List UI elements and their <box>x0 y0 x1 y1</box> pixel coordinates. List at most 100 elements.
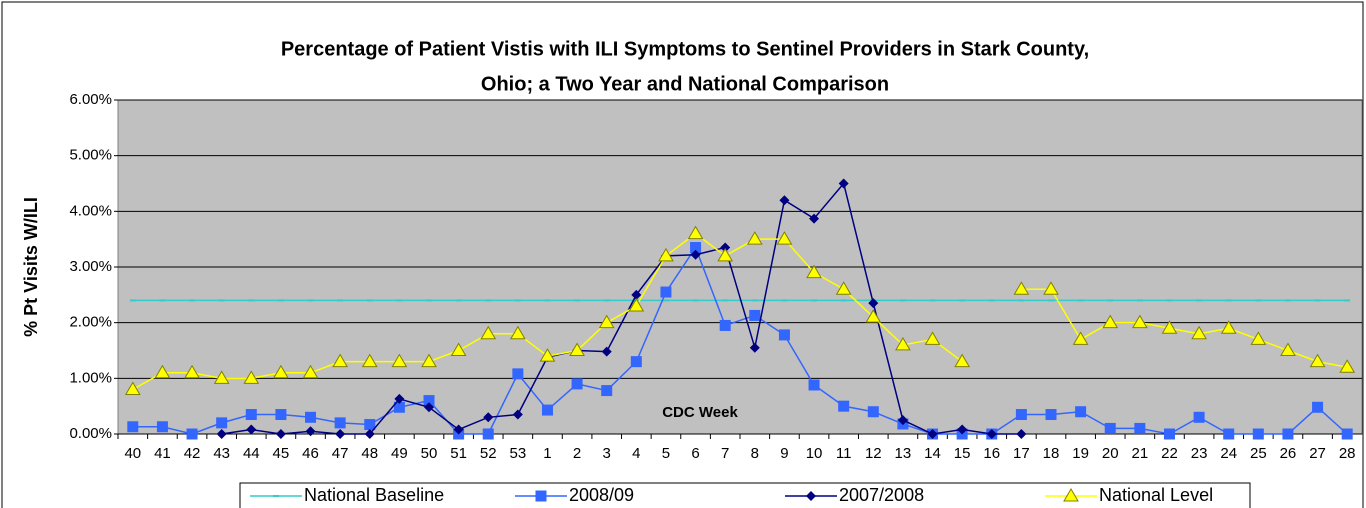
marker <box>480 325 497 340</box>
marker <box>127 421 139 433</box>
marker <box>1013 281 1030 295</box>
marker <box>749 309 761 321</box>
marker <box>690 249 701 260</box>
x-tick-label: 26 <box>1280 445 1297 462</box>
marker <box>512 368 524 380</box>
chart-title: Ohio; a Two Year and National Comparison <box>481 73 889 95</box>
marker <box>1220 320 1237 334</box>
marker <box>806 264 822 279</box>
marker <box>483 412 494 423</box>
x-tick-label: 48 <box>361 445 378 462</box>
marker <box>628 297 645 312</box>
marker <box>631 289 642 300</box>
y-tick-label: 0.00% <box>69 425 112 442</box>
marker <box>601 385 613 397</box>
x-tick-label: 41 <box>154 445 171 462</box>
marker <box>1252 428 1264 440</box>
x-tick-label: 40 <box>124 445 141 462</box>
marker <box>749 342 760 353</box>
x-tick-label: 44 <box>243 445 260 462</box>
marker <box>154 364 171 379</box>
marker <box>1312 401 1324 413</box>
marker <box>424 402 434 413</box>
marker <box>954 353 971 368</box>
marker <box>1045 409 1057 421</box>
marker <box>1075 406 1087 418</box>
x-tick-label: 27 <box>1309 445 1326 462</box>
marker <box>184 364 200 379</box>
series-line <box>221 181 1022 435</box>
marker <box>835 281 852 295</box>
y-tick-label: 3.00% <box>69 258 112 275</box>
marker <box>867 406 879 418</box>
marker <box>124 381 141 395</box>
legend-label: 2008/09 <box>569 485 634 505</box>
marker <box>719 319 731 331</box>
marker <box>186 428 198 440</box>
marker <box>720 242 731 253</box>
marker <box>868 298 879 309</box>
x-tick-label: 21 <box>1132 445 1149 462</box>
marker <box>571 378 583 390</box>
marker <box>897 415 908 426</box>
x-tick-label: 15 <box>954 445 971 462</box>
x-tick-label: 53 <box>510 445 527 462</box>
marker <box>421 353 437 368</box>
marker <box>1102 314 1119 329</box>
marker <box>630 356 642 368</box>
x-tick-label: 1 <box>543 445 551 462</box>
x-tick-label: 46 <box>302 445 319 462</box>
x-tick-label: 47 <box>332 445 349 462</box>
y-tick-label: 1.00% <box>69 369 112 386</box>
marker <box>302 364 319 379</box>
marker <box>986 429 997 439</box>
marker <box>361 353 378 368</box>
marker <box>658 247 674 262</box>
x-tick-label: 22 <box>1161 445 1178 462</box>
x-tick-label: 24 <box>1220 445 1237 462</box>
marker <box>273 364 289 379</box>
legend-marker <box>1063 488 1079 502</box>
legend-marker <box>535 490 547 502</box>
x-tick-label: 20 <box>1102 445 1119 462</box>
x-axis-label: CDC Week <box>662 404 738 421</box>
marker <box>687 225 704 240</box>
marker <box>275 429 286 439</box>
marker <box>364 419 376 431</box>
x-tick-label: 3 <box>603 445 611 462</box>
legend-label: 2007/2008 <box>839 485 924 505</box>
marker <box>1193 411 1205 423</box>
marker <box>391 353 408 368</box>
x-tick-label: 17 <box>1013 445 1030 462</box>
marker <box>305 426 316 437</box>
marker <box>213 370 230 384</box>
marker <box>156 421 168 433</box>
x-tick-label: 2 <box>573 445 581 462</box>
marker <box>924 331 941 345</box>
marker <box>245 409 257 421</box>
x-tick-label: 51 <box>450 445 467 462</box>
x-tick-label: 11 <box>836 445 852 462</box>
marker <box>305 411 317 423</box>
marker <box>216 417 228 429</box>
marker <box>394 393 405 404</box>
x-tick-label: 8 <box>751 445 759 462</box>
x-tick-label: 6 <box>691 445 699 462</box>
legend-marker <box>806 491 816 501</box>
x-tick-label: 7 <box>721 445 729 462</box>
marker <box>243 370 260 384</box>
marker <box>1191 325 1207 340</box>
marker <box>1309 353 1326 368</box>
marker <box>332 353 349 368</box>
x-tick-label: 18 <box>1043 445 1060 462</box>
marker <box>957 424 968 435</box>
x-tick-label: 12 <box>865 445 882 462</box>
marker <box>334 417 346 429</box>
marker <box>539 348 556 362</box>
chart-title: Percentage of Patient Vistis with ILI Sy… <box>281 38 1089 60</box>
x-tick-label: 9 <box>780 445 788 462</box>
marker <box>660 286 672 298</box>
marker <box>541 404 553 416</box>
marker <box>1339 359 1356 373</box>
